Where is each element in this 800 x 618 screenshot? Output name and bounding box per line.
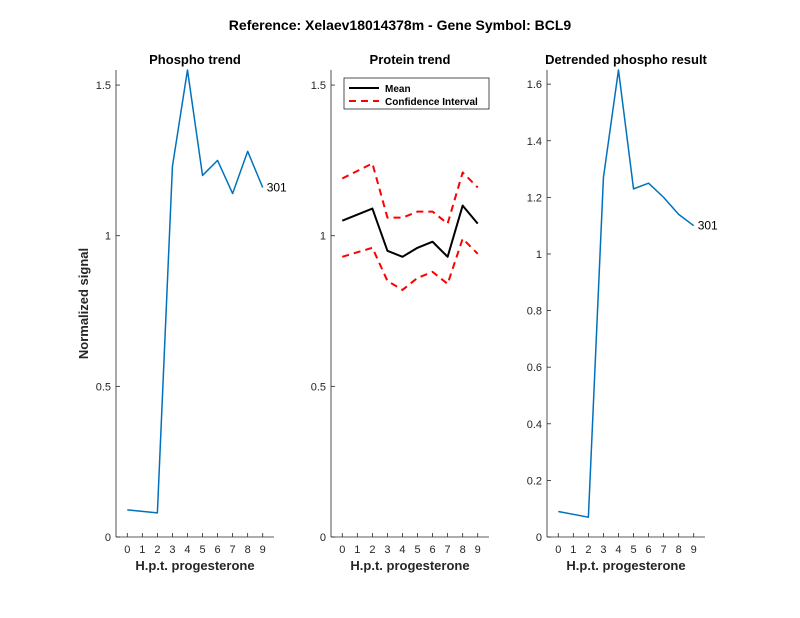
series-line-1 (341, 204, 479, 258)
x-tick-label: 6 (430, 544, 436, 556)
x-tick-label: 4 (615, 544, 621, 556)
x-axis-label: H.p.t. progesterone (566, 558, 685, 573)
y-tick-label: 0.6 (527, 362, 542, 374)
panel-title: Detrended phospho result (545, 52, 707, 67)
y-tick-label: 1.5 (311, 80, 326, 92)
series-end-label: 301 (698, 219, 718, 233)
x-tick-label: 2 (369, 544, 375, 556)
legend-label: Confidence Interval (385, 97, 478, 108)
y-tick-label: 1 (105, 231, 111, 243)
x-tick-label: 9 (691, 544, 697, 556)
x-tick-label: 6 (646, 544, 652, 556)
series-line-1 (558, 69, 695, 518)
x-tick-label: 8 (676, 544, 682, 556)
x-tick-label: 0 (339, 544, 345, 556)
y-tick-label: 1.2 (527, 192, 542, 204)
x-tick-label: 8 (245, 544, 251, 556)
panel-title: Protein trend (370, 52, 451, 67)
x-tick-label: 0 (555, 544, 561, 556)
legend-box (343, 77, 490, 110)
x-tick-label: 3 (384, 544, 390, 556)
y-tick-label: 0 (536, 532, 542, 544)
y-tick-label: 1.4 (527, 136, 542, 148)
y-tick-label: 0.8 (527, 306, 542, 318)
series-line-3 (341, 237, 479, 291)
x-tick-label: 1 (354, 544, 360, 556)
x-tick-label: 7 (661, 544, 667, 556)
x-tick-label: 2 (585, 544, 591, 556)
x-tick-label: 4 (184, 544, 190, 556)
x-axis-label: H.p.t. progesterone (350, 558, 469, 573)
x-tick-label: 1 (570, 544, 576, 556)
x-tick-label: 5 (199, 544, 205, 556)
figure-title: Reference: Xelaev18014378m - Gene Symbol… (229, 17, 572, 33)
legend: Mean Confidence Interval (343, 77, 490, 110)
y-tick-label: 0 (320, 532, 326, 544)
x-tick-label: 0 (124, 544, 130, 556)
x-tick-label: 4 (399, 544, 405, 556)
y-tick-label: 1.5 (96, 80, 111, 92)
series-line-1 (127, 69, 264, 514)
chart-panel-3: Detrended phospho result 0 0.2 0.4 0.6 0.8 1 1.… (527, 52, 718, 573)
y-tick-label: 1.6 (527, 79, 542, 91)
x-tick-label: 6 (215, 544, 221, 556)
x-tick-label: 8 (460, 544, 466, 556)
x-tick-label: 7 (445, 544, 451, 556)
x-tick-label: 7 (230, 544, 236, 556)
x-tick-label: 2 (154, 544, 160, 556)
x-tick-label: 9 (475, 544, 481, 556)
y-tick-label: 0.4 (527, 419, 542, 431)
y-tick-label: 0 (105, 532, 111, 544)
y-tick-label: 0.2 (527, 475, 542, 487)
x-tick-label: 1 (139, 544, 145, 556)
x-tick-label: 3 (600, 544, 606, 556)
x-axis-label: H.p.t. progesterone (135, 558, 254, 573)
y-axis-label: Normalized signal (76, 248, 91, 359)
legend-label: Mean (385, 84, 411, 95)
panel-title: Phospho trend (149, 52, 241, 67)
y-tick-label: 0.5 (311, 381, 326, 393)
series-line-2 (341, 162, 479, 225)
y-tick-label: 1 (320, 231, 326, 243)
x-tick-label: 5 (630, 544, 636, 556)
x-tick-label: 9 (260, 544, 266, 556)
series-end-label: 301 (267, 181, 287, 195)
y-tick-label: 1 (536, 249, 542, 261)
x-tick-label: 3 (169, 544, 175, 556)
x-tick-label: 5 (414, 544, 420, 556)
y-tick-label: 0.5 (96, 381, 111, 393)
